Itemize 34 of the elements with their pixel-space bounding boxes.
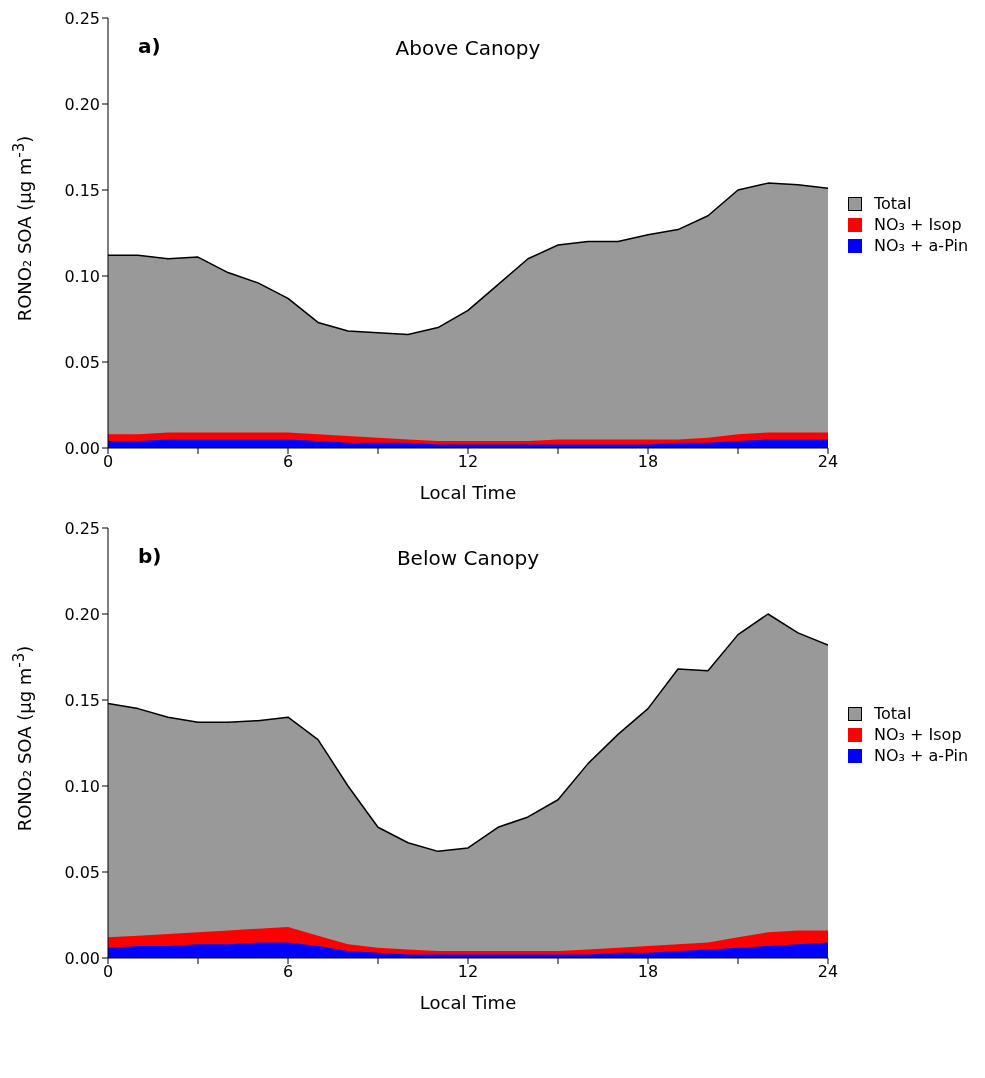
legend-label: NO₃ + a-Pin	[874, 746, 969, 766]
legend-label: Total	[874, 194, 912, 214]
x-tick-label: 0	[102, 962, 114, 982]
x-tick-label: 6	[282, 452, 294, 472]
x-tick-label: 12	[457, 452, 479, 472]
y-tick-label: 0.20	[64, 604, 100, 624]
y-tick-label: 0.05	[64, 862, 100, 882]
x-tick-label: 12	[457, 962, 479, 982]
y-tick-label: 0.00	[64, 948, 100, 968]
y-tick-label: 0.10	[64, 776, 100, 796]
x-tick-label: 18	[637, 452, 659, 472]
text: Above Canopy	[395, 36, 541, 60]
y-tick-label: 0.15	[64, 690, 100, 710]
x-axis-title: Local Time	[418, 482, 518, 503]
legend-label: Total	[874, 704, 912, 724]
legend-label: NO₃ + Isop	[874, 215, 962, 235]
x-tick-label: 24	[817, 452, 839, 472]
x-tick-label: 18	[637, 962, 659, 982]
y-tick-label: 0.05	[64, 352, 100, 372]
y-tick-label: 0.25	[64, 8, 100, 28]
y-tick-label: 0.15	[64, 180, 100, 200]
x-axis-title: Local Time	[418, 992, 518, 1013]
x-tick-label: 6	[282, 962, 294, 982]
legend-label: NO₃ + a-Pin	[874, 236, 969, 256]
x-tick-label: 24	[817, 962, 839, 982]
y-tick-label: 0.00	[64, 438, 100, 458]
annotation: b)	[138, 544, 162, 568]
y-tick-label: 0.25	[64, 518, 100, 538]
x-tick-label: 0	[102, 452, 114, 472]
legend-label: NO₃ + Isop	[874, 725, 962, 745]
annotation: a)	[138, 34, 161, 58]
y-tick-label: 0.20	[64, 94, 100, 114]
text: Below Canopy	[396, 546, 540, 570]
y-tick-label: 0.10	[64, 266, 100, 286]
